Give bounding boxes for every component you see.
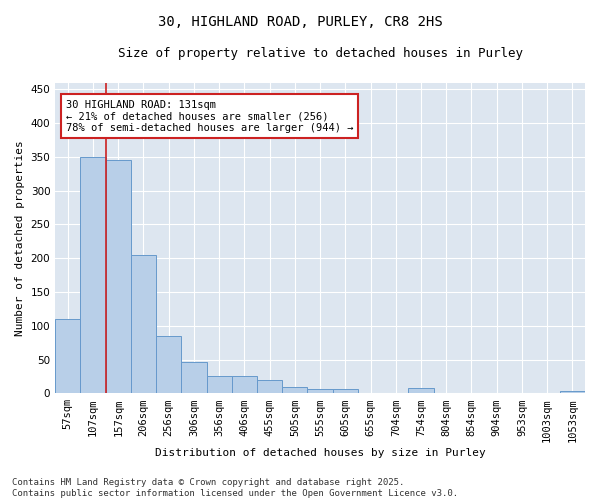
Bar [131,256,156,394]
Bar [106,160,131,394]
Bar [80,157,106,394]
Title: Size of property relative to detached houses in Purley: Size of property relative to detached ho… [118,48,523,60]
Bar [181,362,206,394]
Bar [332,388,358,394]
Text: 30 HIGHLAND ROAD: 131sqm
← 21% of detached houses are smaller (256)
78% of semi-: 30 HIGHLAND ROAD: 131sqm ← 21% of detach… [66,100,353,133]
Bar [232,376,257,394]
Bar [257,380,282,394]
Text: 30, HIGHLAND ROAD, PURLEY, CR8 2HS: 30, HIGHLAND ROAD, PURLEY, CR8 2HS [158,15,442,29]
Y-axis label: Number of detached properties: Number of detached properties [15,140,25,336]
X-axis label: Distribution of detached houses by size in Purley: Distribution of detached houses by size … [155,448,485,458]
Bar [206,376,232,394]
Bar [307,388,332,394]
Bar [409,388,434,394]
Bar [560,392,585,394]
Text: Contains HM Land Registry data © Crown copyright and database right 2025.
Contai: Contains HM Land Registry data © Crown c… [12,478,458,498]
Bar [55,319,80,394]
Bar [282,386,307,394]
Bar [156,336,181,394]
